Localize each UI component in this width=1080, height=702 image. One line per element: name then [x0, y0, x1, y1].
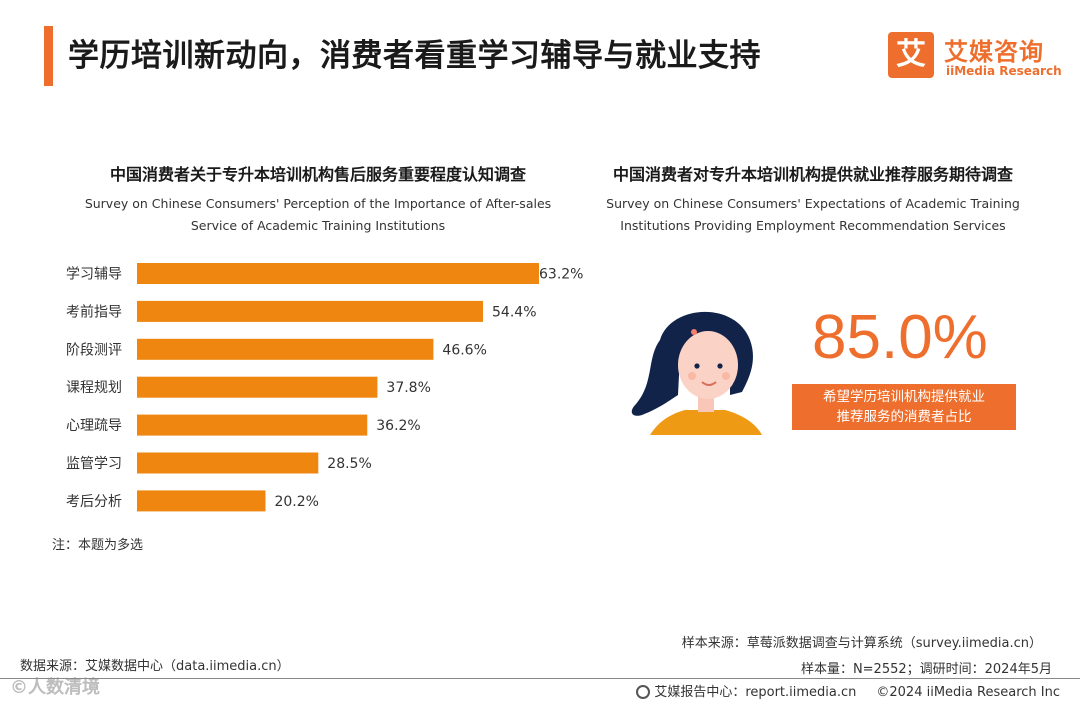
bar-value-label: 20.2% — [274, 494, 318, 510]
bar-value-label: 37.8% — [386, 380, 430, 396]
left-chart-subtitle-2: Service of Academic Training Institution… — [190, 218, 446, 233]
bar — [137, 263, 539, 284]
bar-value-label: 63.2% — [539, 267, 583, 283]
expectation-percentage: 85.0% — [812, 303, 988, 372]
right-chart-title: 中国消费者对专升本培训机构提供就业推荐服务期待调查 — [612, 165, 1013, 184]
footer: 艾媒报告中心：report.iimedia.cn ©2024 iiMedia Re… — [636, 681, 1060, 700]
right-chart-subtitle-1: Survey on Chinese Consumers' Expectation… — [606, 196, 1020, 211]
woman-avatar-icon — [631, 311, 762, 435]
bar — [137, 376, 378, 398]
bar-value-label: 28.5% — [327, 456, 371, 472]
page-title: 学历培训新动向，消费者看重学习辅导与就业支持 — [68, 38, 761, 74]
bar-value-label: 46.6% — [442, 342, 486, 358]
expectation-description-line-1: 希望学历培训机构提供就业 — [823, 389, 985, 405]
bar — [137, 300, 484, 322]
left-chart-header: 中国消费者关于专升本培训机构售后服务重要程度认知调查 Survey on Chi… — [40, 161, 596, 237]
bar-category-label: 阶段测评 — [66, 342, 122, 358]
footer-divider — [0, 678, 1080, 679]
right-chart-subtitle-2: Institutions Providing Employment Recomm… — [620, 218, 1006, 233]
left-chart-subtitle-1: Survey on Chinese Consumers' Perception … — [84, 196, 552, 211]
report-center-icon — [636, 685, 651, 699]
footer-report-link[interactable]: 艾媒报告中心：report.iimedia.cn — [654, 685, 857, 700]
logo-mark: 艾 — [888, 32, 934, 78]
bar — [137, 414, 368, 436]
bar-category-label: 考后分析 — [66, 494, 122, 510]
sample-info: 样本量：N=2552；调研时间：2024年5月 — [800, 662, 1052, 677]
bar-value-label: 54.4% — [492, 304, 536, 320]
expectation-description: 希望学历培训机构提供就业 推荐服务的消费者占比 — [792, 384, 1016, 430]
chart-note: 注：本题为多选 — [52, 538, 144, 553]
watermark: ©人数清境 — [10, 677, 100, 698]
bar-category-label: 考前指导 — [66, 303, 122, 320]
bar-value-label: 36.2% — [376, 418, 420, 434]
bar-category-label: 心理疏导 — [66, 418, 122, 434]
expectation-description-line-2: 推荐服务的消费者占比 — [836, 409, 972, 425]
bar-category-label: 学习辅导 — [66, 267, 122, 283]
bar — [137, 452, 319, 474]
bar — [137, 338, 434, 360]
left-chart-title: 中国消费者关于专升本培训机构售后服务重要程度认知调查 — [109, 165, 526, 184]
bar-category-label: 课程规划 — [66, 380, 122, 396]
survey-source: 样本来源：草莓派数据调查与计算系统（survey.iimedia.cn） — [681, 636, 1042, 651]
right-chart-header: 中国消费者对专升本培训机构提供就业推荐服务期待调查 Survey on Chin… — [572, 161, 1054, 237]
title-accent-bar — [44, 26, 53, 86]
iimedia-logo: 艾 艾媒咨询 iiMedia Research — [888, 32, 1068, 82]
data-source: 数据来源：艾媒数据中心（data.iimedia.cn） — [20, 659, 290, 674]
bar — [137, 490, 266, 512]
logo-en-text: iiMedia Research — [946, 64, 1062, 78]
bar-category-label: 监管学习 — [66, 456, 122, 472]
logo-cn-text: 艾媒咨询 — [944, 38, 1044, 66]
footer-copyright: ©2024 iiMedia Research Inc — [876, 685, 1060, 700]
bar-chart: 学习辅导 63.2% 考前指导 54.4% 阶段测评 46.6% 课程规划 37.8% 心理疏导… — [66, 263, 583, 512]
